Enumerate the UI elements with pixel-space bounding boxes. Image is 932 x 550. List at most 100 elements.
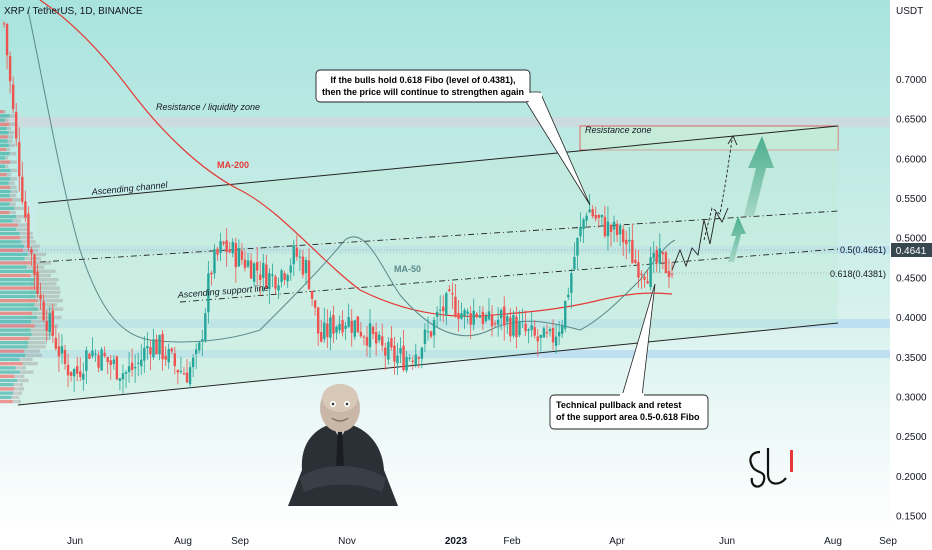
candle-body — [54, 337, 58, 349]
volume-profile-bar — [19, 357, 33, 362]
volume-profile-bar — [3, 110, 7, 114]
volume-profile-bar — [30, 261, 52, 265]
volume-profile-bar — [8, 181, 15, 185]
volume-profile-bar — [35, 286, 60, 290]
candle-body — [48, 313, 51, 333]
candle-body — [481, 311, 485, 325]
time-axis-background — [0, 532, 890, 550]
symbol-title: XRP / TetherUS, 1D, BINANCE — [4, 6, 143, 17]
volume-profile-bar — [22, 362, 38, 366]
candle-body — [152, 339, 155, 358]
volume-profile-bar — [8, 131, 15, 135]
volume-profile-bar — [7, 139, 13, 143]
price-axis[interactable]: 0.7000 0.6500 0.6000 0.5500 0.5000 0.4500 0.40… — [896, 75, 927, 523]
volume-profile-bar — [10, 189, 18, 194]
candle-body — [79, 371, 82, 377]
volume-profile-bar — [0, 303, 35, 307]
candle-body — [237, 248, 241, 267]
candle-body — [554, 336, 558, 346]
candle-body — [307, 260, 311, 290]
candle-body — [24, 201, 27, 218]
candle-body — [652, 252, 655, 259]
volume-profile-bar — [0, 278, 36, 282]
volume-profile-bar — [0, 189, 11, 194]
candle-body — [268, 273, 271, 290]
candle-body — [496, 319, 500, 325]
candle-body — [313, 300, 317, 308]
candle-body — [97, 354, 100, 368]
volume-profile-bar — [19, 231, 33, 236]
candle-body — [515, 316, 518, 338]
candle-body — [216, 248, 219, 255]
volume-profile-bar — [10, 177, 18, 181]
candle-body — [243, 259, 247, 268]
candle-body — [560, 325, 564, 334]
candle-body — [597, 215, 600, 218]
candle-body — [631, 239, 634, 264]
green-arrow-large — [744, 136, 774, 216]
callout-top-line2: then the price will continue to strength… — [322, 87, 524, 97]
candle-body — [432, 319, 436, 336]
candle-body — [140, 359, 143, 367]
candle-body — [194, 349, 198, 355]
candle-body — [451, 292, 454, 295]
price-tick-label: 0.1500 — [896, 512, 927, 523]
ma-50-line — [27, 9, 676, 343]
callout-top: If the bulls hold 0.618 Fibo (level of 0… — [315, 69, 591, 206]
candle-body — [21, 176, 24, 202]
volume-profile-bar — [9, 185, 17, 189]
volume-profile-bar — [0, 215, 17, 219]
candle-body — [106, 356, 109, 363]
volume-profile-bar — [30, 273, 51, 278]
candle-body — [173, 353, 177, 367]
candle-body — [121, 373, 125, 380]
volume-profile-bar — [23, 349, 40, 353]
volume-profile-bar — [0, 114, 10, 118]
candle-body — [667, 270, 671, 278]
candle-body — [442, 306, 445, 312]
candle-body — [646, 281, 649, 284]
volume-profile-bar — [0, 257, 25, 261]
candle-body — [664, 252, 668, 274]
candle-body — [252, 263, 256, 282]
last-price-value: 0.4641 — [896, 246, 927, 257]
volume-profile-bar — [0, 219, 13, 223]
volume-profile-bar — [9, 202, 16, 206]
resistance-liquidity-label: Resistance / liquidity zone — [156, 102, 260, 112]
projected-dash-path — [703, 139, 733, 241]
candle-body — [387, 341, 390, 360]
candle-body — [356, 316, 360, 333]
candle-body — [381, 336, 384, 346]
volume-profile-bar — [0, 269, 34, 273]
candle-body — [573, 257, 576, 270]
green-arrow-small — [728, 216, 746, 262]
volume-profile-bar — [6, 126, 12, 131]
volume-profile-bar — [0, 357, 20, 362]
volume-profile-bar — [13, 383, 23, 387]
volume-profile-bar — [0, 315, 37, 320]
volume-profile-bar — [0, 118, 6, 122]
price-tick-label: 0.5000 — [896, 234, 927, 245]
candle-body — [85, 350, 88, 371]
volume-profile-bar — [5, 118, 9, 122]
volume-profile-bar — [9, 114, 16, 118]
candle-body — [365, 336, 369, 346]
time-tick-label: Aug — [824, 536, 842, 547]
candle-body — [292, 245, 295, 265]
volume-profile-bar — [0, 320, 32, 324]
candle-body — [384, 347, 387, 356]
candle-body — [582, 219, 585, 230]
candle-body — [576, 238, 579, 256]
candle-body — [469, 313, 472, 325]
volume-profile-bar — [0, 160, 11, 164]
volume-profile-bar — [20, 236, 34, 240]
volume-profile-bar — [29, 336, 49, 341]
time-tick-label: Sep — [231, 536, 249, 547]
candle-body — [506, 316, 509, 322]
volume-profile-bar — [35, 294, 60, 299]
candle-body — [435, 311, 439, 317]
candle-body — [640, 273, 643, 275]
time-axis[interactable]: Jun Aug Sep Nov 2023 Feb Apr Jun Aug Sep — [67, 536, 897, 547]
candle-body — [304, 260, 308, 274]
